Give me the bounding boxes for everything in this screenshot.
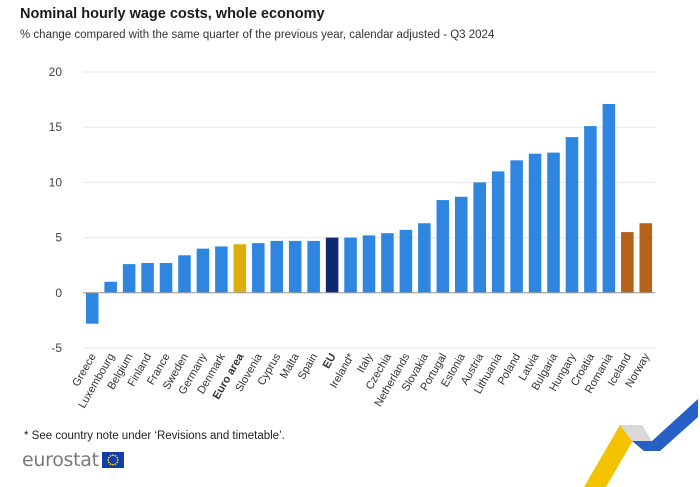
bar [602,104,616,293]
x-tick-label: EU [321,351,339,370]
bar [454,196,468,293]
footnote: * See country note under ‘Revisions and … [24,430,285,442]
bar [436,200,450,293]
eurostat-logo: eurostat [22,449,124,471]
bar [528,153,542,293]
x-tick-label: Spain [296,352,320,382]
y-tick-label: 20 [49,65,63,79]
bar [399,229,413,293]
bar [215,246,228,293]
bar [584,126,597,293]
bar [252,243,265,293]
bar [159,262,173,293]
bar [85,292,99,324]
y-tick-label: -5 [51,341,62,355]
bar [491,171,505,293]
bar [510,160,523,293]
bar [547,152,560,293]
bar [233,244,247,293]
chart-subtitle: % change compared with the same quarter … [20,29,495,41]
bar [307,240,320,293]
y-tick-label: 5 [55,231,62,245]
bar [639,223,653,293]
bar [141,262,154,293]
y-tick-label: 0 [55,286,62,300]
eu-flag-icon [101,452,124,468]
decorative-ribbon-graphic [584,399,698,487]
bar [178,255,191,293]
chart-title: Nominal hourly wage costs, whole economy [20,6,325,22]
bar [288,240,302,293]
bar [565,137,579,293]
bar [621,232,634,293]
y-tick-label: 10 [49,175,63,189]
bar [104,281,117,293]
bar [473,182,486,293]
bar [362,235,376,293]
bar [418,223,431,293]
logo-text: eurostat [22,449,99,471]
bar [196,248,210,293]
bar [122,264,136,293]
y-tick-label: 15 [49,120,63,134]
bar [344,237,357,293]
bar [270,240,284,293]
bar [381,233,394,293]
bar-chart: -505101520GreeceLuxembourgBelgiumFinland… [49,65,655,410]
bar [325,237,339,293]
